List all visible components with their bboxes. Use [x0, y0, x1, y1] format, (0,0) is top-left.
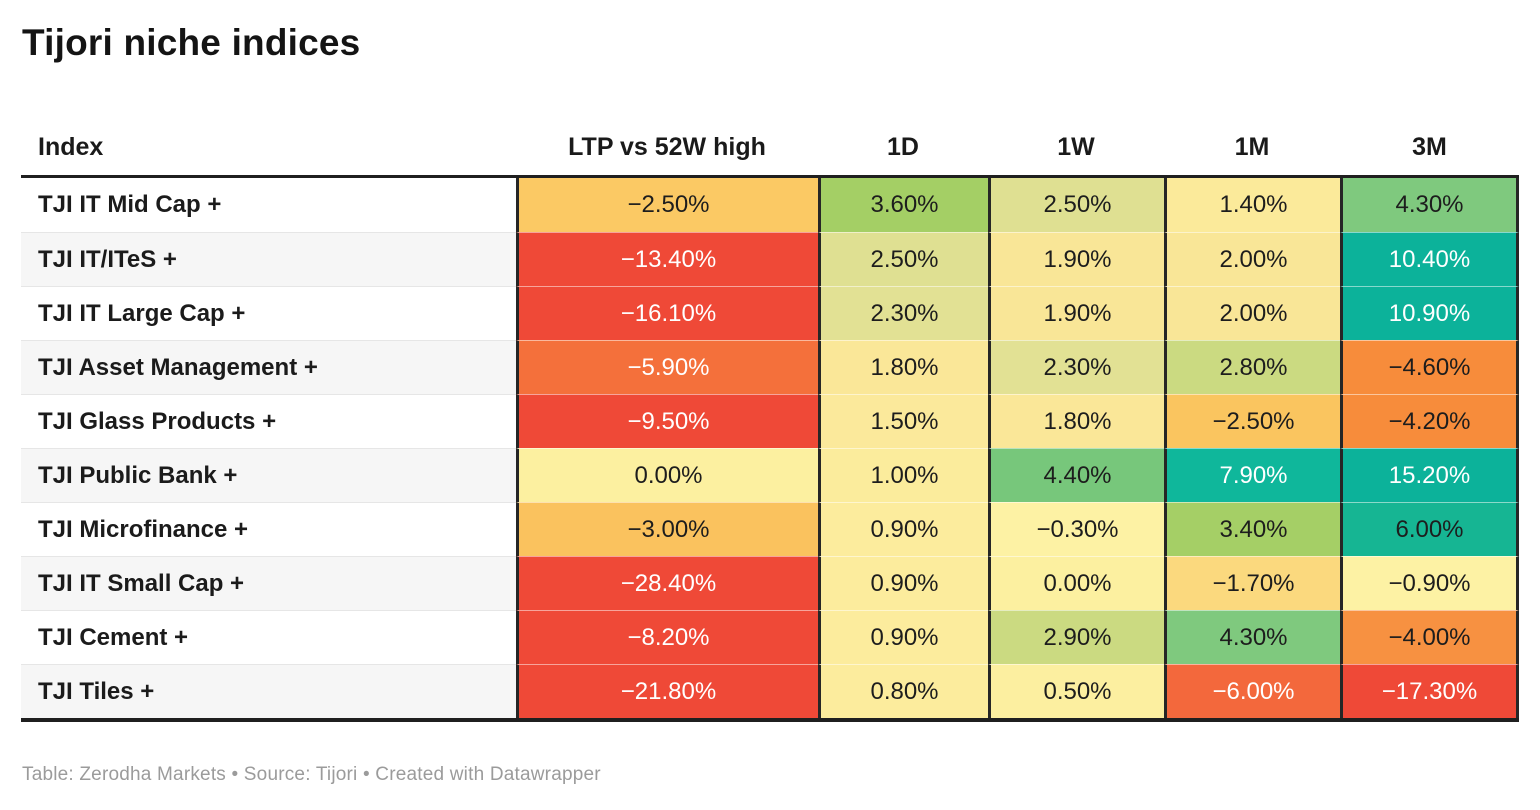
- column-header-ltp-vs-52w-high: LTP vs 52W high: [568, 133, 766, 161]
- index-expand-label[interactable]: TJI Microfinance +: [21, 502, 516, 556]
- value-cell-1m: −1.70%: [1164, 556, 1340, 610]
- value-cell-1d: 2.50%: [818, 232, 988, 286]
- table-row: TJI IT Large Cap + −16.10% 2.30% 1.90% 2…: [21, 286, 1519, 340]
- value-cell-1w: 0.50%: [988, 664, 1164, 718]
- table-body: TJI IT Mid Cap + −2.50% 3.60% 2.50% 1.40…: [21, 178, 1519, 722]
- value-cell-ltp: 0.00%: [516, 448, 818, 502]
- value-cell-3m: 4.30%: [1340, 178, 1519, 232]
- value-cell-1w: 1.90%: [988, 286, 1164, 340]
- index-expand-label[interactable]: TJI IT Small Cap +: [21, 556, 516, 610]
- table-row: TJI Public Bank + 0.00% 1.00% 4.40% 7.90…: [21, 448, 1519, 502]
- value-cell-1d: 0.90%: [818, 556, 988, 610]
- value-cell-3m: 10.90%: [1340, 286, 1519, 340]
- value-cell-1m: 3.40%: [1164, 502, 1340, 556]
- value-cell-3m: −17.30%: [1340, 664, 1519, 718]
- value-cell-1w: 2.90%: [988, 610, 1164, 664]
- table-row: TJI Cement + −8.20% 0.90% 2.90% 4.30% −4…: [21, 610, 1519, 664]
- value-cell-ltp: −13.40%: [516, 232, 818, 286]
- index-expand-label[interactable]: TJI Tiles +: [21, 664, 516, 718]
- table-row: TJI IT Small Cap + −28.40% 0.90% 0.00% −…: [21, 556, 1519, 610]
- value-cell-1w: 2.50%: [988, 178, 1164, 232]
- value-cell-1d: 2.30%: [818, 286, 988, 340]
- table-row: TJI Glass Products + −9.50% 1.50% 1.80% …: [21, 394, 1519, 448]
- value-cell-ltp: −5.90%: [516, 340, 818, 394]
- value-cell-1d: 0.90%: [818, 502, 988, 556]
- column-header-3m: 3M: [1412, 133, 1447, 161]
- value-cell-1m: −2.50%: [1164, 394, 1340, 448]
- table-row: TJI Tiles + −21.80% 0.80% 0.50% −6.00% −…: [21, 664, 1519, 718]
- table-footer: Table: Zerodha Markets • Source: Tijori …: [22, 764, 601, 785]
- index-expand-label[interactable]: TJI Asset Management +: [21, 340, 516, 394]
- column-header-1w: 1W: [1057, 133, 1095, 161]
- value-cell-1m: 1.40%: [1164, 178, 1340, 232]
- value-cell-ltp: −9.50%: [516, 394, 818, 448]
- value-cell-3m: −0.90%: [1340, 556, 1519, 610]
- index-expand-label[interactable]: TJI Cement +: [21, 610, 516, 664]
- index-expand-label[interactable]: TJI IT Mid Cap +: [21, 178, 516, 232]
- table-row: TJI Asset Management + −5.90% 1.80% 2.30…: [21, 340, 1519, 394]
- table-header-row: Index LTP vs 52W high 1D 1W 1M 3M: [21, 120, 1519, 178]
- column-header-index: Index: [38, 133, 104, 161]
- value-cell-ltp: −16.10%: [516, 286, 818, 340]
- value-cell-3m: 10.40%: [1340, 232, 1519, 286]
- index-expand-label[interactable]: TJI Public Bank +: [21, 448, 516, 502]
- value-cell-1d: 1.00%: [818, 448, 988, 502]
- value-cell-1w: 0.00%: [988, 556, 1164, 610]
- value-cell-ltp: −28.40%: [516, 556, 818, 610]
- value-cell-1m: 2.80%: [1164, 340, 1340, 394]
- value-cell-3m: −4.00%: [1340, 610, 1519, 664]
- value-cell-ltp: −8.20%: [516, 610, 818, 664]
- value-cell-1m: 7.90%: [1164, 448, 1340, 502]
- value-cell-1m: 4.30%: [1164, 610, 1340, 664]
- index-expand-label[interactable]: TJI IT Large Cap +: [21, 286, 516, 340]
- value-cell-3m: −4.20%: [1340, 394, 1519, 448]
- value-cell-ltp: −2.50%: [516, 178, 818, 232]
- value-cell-1d: 0.90%: [818, 610, 988, 664]
- table-row: TJI IT Mid Cap + −2.50% 3.60% 2.50% 1.40…: [21, 178, 1519, 232]
- value-cell-ltp: −3.00%: [516, 502, 818, 556]
- value-cell-3m: 6.00%: [1340, 502, 1519, 556]
- index-expand-label[interactable]: TJI Glass Products +: [21, 394, 516, 448]
- value-cell-1m: 2.00%: [1164, 286, 1340, 340]
- value-cell-1m: −6.00%: [1164, 664, 1340, 718]
- page-title: Tijori niche indices: [22, 22, 361, 63]
- value-cell-1w: 4.40%: [988, 448, 1164, 502]
- indices-table: Index LTP vs 52W high 1D 1W 1M 3M TJI IT…: [21, 120, 1519, 722]
- value-cell-1w: −0.30%: [988, 502, 1164, 556]
- value-cell-1w: 2.30%: [988, 340, 1164, 394]
- table-row: TJI IT/ITeS + −13.40% 2.50% 1.90% 2.00% …: [21, 232, 1519, 286]
- value-cell-ltp: −21.80%: [516, 664, 818, 718]
- value-cell-1w: 1.90%: [988, 232, 1164, 286]
- value-cell-3m: 15.20%: [1340, 448, 1519, 502]
- value-cell-1m: 2.00%: [1164, 232, 1340, 286]
- value-cell-1d: 1.80%: [818, 340, 988, 394]
- value-cell-3m: −4.60%: [1340, 340, 1519, 394]
- table-row: TJI Microfinance + −3.00% 0.90% −0.30% 3…: [21, 502, 1519, 556]
- column-header-1d: 1D: [887, 133, 919, 161]
- value-cell-1d: 3.60%: [818, 178, 988, 232]
- column-header-1m: 1M: [1234, 133, 1270, 161]
- index-expand-label[interactable]: TJI IT/ITeS +: [21, 232, 516, 286]
- value-cell-1d: 1.50%: [818, 394, 988, 448]
- value-cell-1d: 0.80%: [818, 664, 988, 718]
- value-cell-1w: 1.80%: [988, 394, 1164, 448]
